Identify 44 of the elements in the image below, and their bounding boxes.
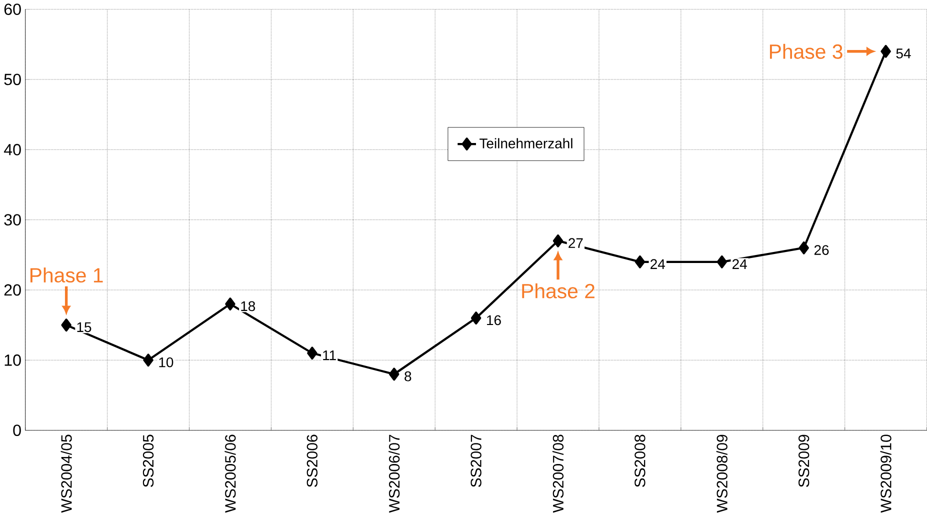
annotation: Phase 2 [522, 283, 594, 298]
data-label: 11 [323, 350, 336, 360]
point [716, 255, 728, 268]
x-tick-label: SS2007 [470, 434, 482, 487]
annotation: Phase 1 [30, 267, 103, 282]
x-tick-label: SS2006 [306, 434, 318, 487]
point [880, 44, 891, 58]
point [389, 368, 400, 380]
point [470, 311, 482, 324]
y-tick-label: 40 [4, 144, 21, 156]
data-label: 24 [650, 258, 666, 269]
point [798, 241, 809, 254]
y-tick-label: 50 [4, 74, 21, 85]
y-tick-label: 10 [4, 354, 21, 366]
y-tick-label: 30 [4, 214, 21, 226]
point [634, 255, 646, 268]
y-tick-label: 20 [4, 284, 21, 296]
point [307, 346, 318, 360]
point [143, 354, 154, 366]
annotation: Phase 3 [770, 44, 842, 59]
data-label: 10 [159, 357, 174, 368]
y-tick-label: 60 [4, 3, 21, 15]
x-tick-label: SS2009 [798, 434, 810, 487]
data-label: 24 [732, 258, 747, 269]
legend-label: Teilnehmerzahl [480, 138, 572, 148]
x-tick-label: WS2006/07 [388, 434, 400, 513]
y-tick-label: 0 [13, 424, 21, 436]
x-tick-label: WS2005/06 [224, 434, 236, 513]
data-label: 16 [487, 315, 501, 325]
x-tick-label: WS2009/10 [880, 434, 892, 513]
point [61, 318, 72, 332]
data-label: 18 [241, 301, 256, 311]
data-label: 8 [404, 371, 412, 382]
data-label: 54 [896, 48, 911, 58]
x-tick-label: SS2008 [634, 434, 646, 487]
data-label: 26 [814, 244, 829, 255]
x-tick-label: SS2005 [142, 434, 154, 487]
x-tick-label: WS2007/08 [552, 434, 564, 513]
data-label: 15 [77, 322, 92, 332]
data-label: 27 [568, 238, 583, 248]
point [552, 234, 564, 248]
x-tick-label: WS2004/05 [60, 434, 72, 513]
point [225, 297, 236, 310]
x-tick-label: WS2008/09 [716, 434, 728, 513]
